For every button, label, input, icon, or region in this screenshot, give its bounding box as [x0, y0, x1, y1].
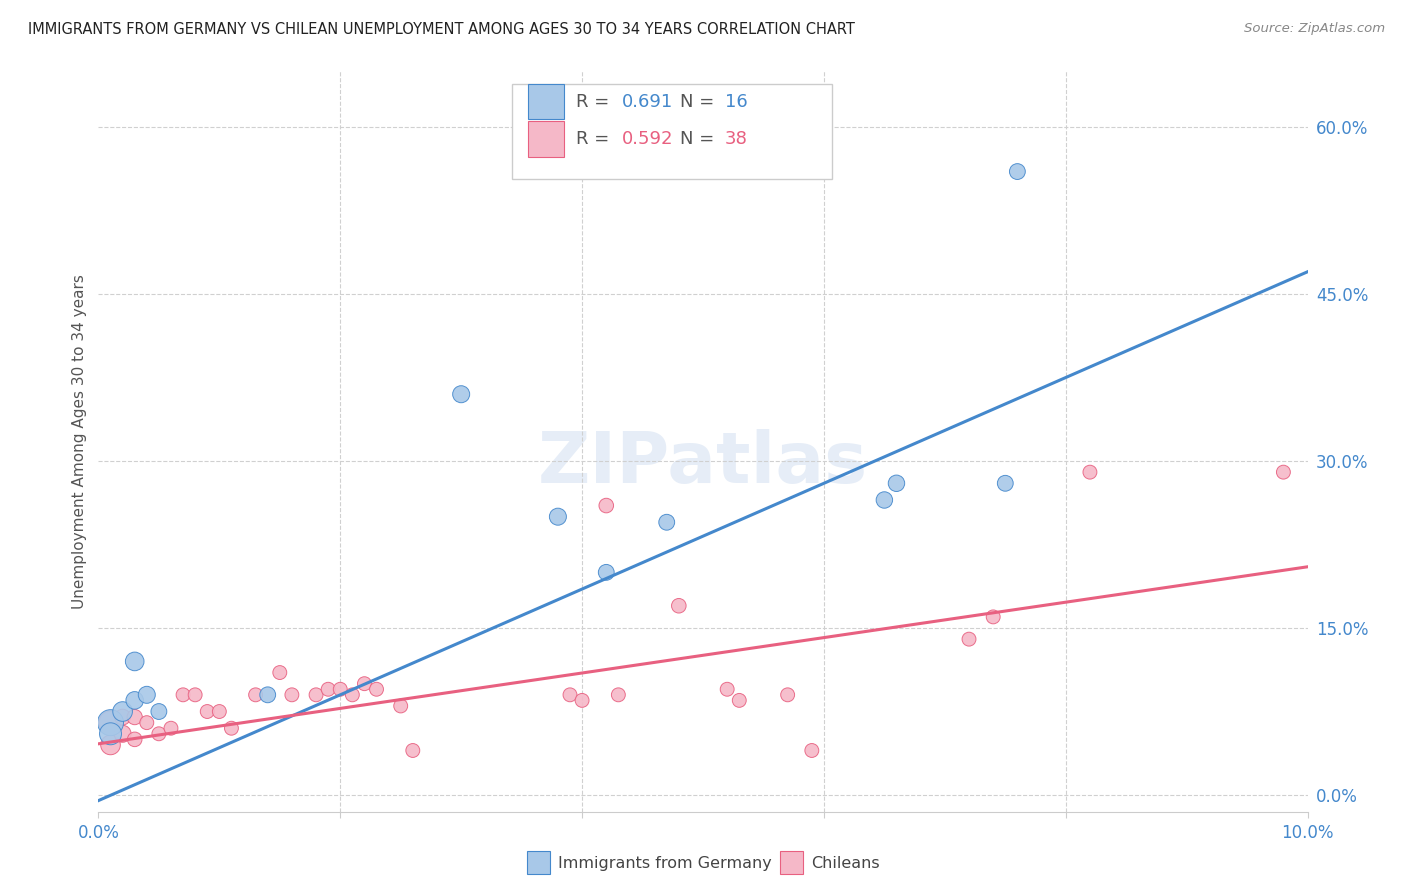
- Point: [245, 688, 267, 702]
- Point: [124, 732, 146, 747]
- Point: [124, 710, 146, 724]
- Point: [547, 509, 569, 524]
- Point: [269, 665, 291, 680]
- Point: [558, 688, 581, 702]
- Point: [111, 710, 134, 724]
- FancyBboxPatch shape: [527, 121, 564, 156]
- Point: [148, 705, 170, 719]
- Text: R =: R =: [576, 93, 614, 111]
- FancyBboxPatch shape: [527, 84, 564, 120]
- Text: 16: 16: [724, 93, 748, 111]
- Point: [172, 688, 194, 702]
- Point: [607, 688, 630, 702]
- Text: R =: R =: [576, 129, 614, 148]
- Point: [100, 738, 122, 752]
- Text: Source: ZipAtlas.com: Source: ZipAtlas.com: [1244, 22, 1385, 36]
- Point: [716, 682, 738, 697]
- Point: [305, 688, 328, 702]
- Point: [221, 721, 243, 735]
- Point: [111, 727, 134, 741]
- Point: [595, 566, 617, 580]
- Point: [135, 715, 157, 730]
- Point: [981, 610, 1004, 624]
- Point: [668, 599, 690, 613]
- Point: [100, 715, 122, 730]
- Point: [886, 476, 908, 491]
- Text: 38: 38: [724, 129, 748, 148]
- Point: [994, 476, 1017, 491]
- Point: [124, 655, 146, 669]
- Point: [353, 676, 375, 690]
- Point: [595, 499, 617, 513]
- Point: [135, 688, 157, 702]
- Text: 0.592: 0.592: [621, 129, 673, 148]
- Point: [957, 632, 980, 647]
- Point: [366, 682, 388, 697]
- Point: [402, 743, 425, 757]
- Y-axis label: Unemployment Among Ages 30 to 34 years: Unemployment Among Ages 30 to 34 years: [72, 274, 87, 609]
- Point: [776, 688, 799, 702]
- Point: [160, 721, 183, 735]
- Point: [800, 743, 823, 757]
- Point: [316, 682, 339, 697]
- Text: Chileans: Chileans: [811, 856, 880, 871]
- Text: N =: N =: [681, 129, 720, 148]
- Text: ZIPatlas: ZIPatlas: [538, 429, 868, 499]
- Point: [111, 705, 134, 719]
- Point: [655, 515, 678, 529]
- Point: [148, 727, 170, 741]
- Point: [100, 715, 122, 730]
- Text: IMMIGRANTS FROM GERMANY VS CHILEAN UNEMPLOYMENT AMONG AGES 30 TO 34 YEARS CORREL: IMMIGRANTS FROM GERMANY VS CHILEAN UNEMP…: [28, 22, 855, 37]
- Point: [100, 727, 122, 741]
- Point: [256, 688, 278, 702]
- Point: [281, 688, 304, 702]
- FancyBboxPatch shape: [512, 84, 832, 178]
- Point: [728, 693, 751, 707]
- Point: [389, 698, 412, 713]
- Point: [124, 693, 146, 707]
- Point: [184, 688, 207, 702]
- Point: [873, 493, 896, 508]
- Point: [195, 705, 218, 719]
- Point: [1272, 465, 1295, 479]
- Text: Immigrants from Germany: Immigrants from Germany: [558, 856, 772, 871]
- Point: [208, 705, 231, 719]
- Point: [571, 693, 593, 707]
- Point: [1078, 465, 1101, 479]
- Point: [342, 688, 364, 702]
- Point: [329, 682, 352, 697]
- Point: [450, 387, 472, 401]
- Text: N =: N =: [681, 93, 720, 111]
- Text: 0.691: 0.691: [621, 93, 673, 111]
- Point: [1007, 164, 1029, 178]
